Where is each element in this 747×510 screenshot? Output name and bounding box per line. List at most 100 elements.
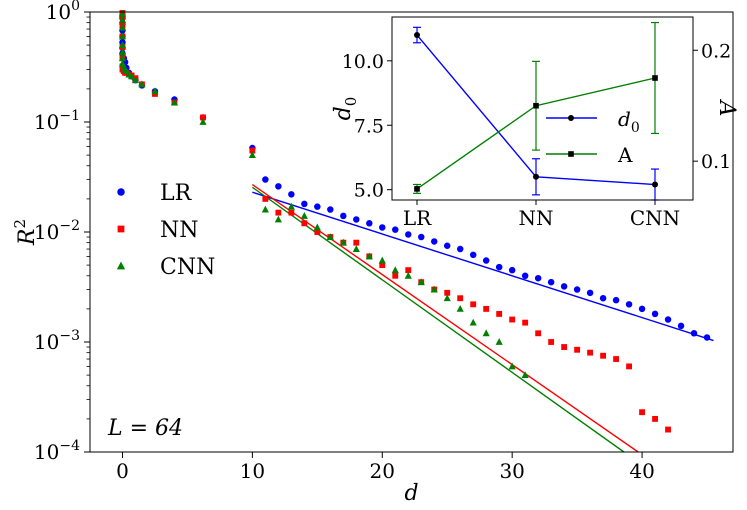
data-point-lr <box>573 286 581 293</box>
y-axis-label: R2 <box>11 219 40 246</box>
data-point-lr <box>482 257 490 264</box>
data-point-cnn <box>274 215 282 223</box>
y-tick-label: 100 <box>46 0 80 24</box>
data-point-nn <box>301 220 308 227</box>
data-point-nn <box>574 346 581 353</box>
data-point-lr <box>547 278 555 286</box>
inset-x-tick-label: LR <box>403 206 432 230</box>
data-point-lr <box>690 330 698 337</box>
data-point-lr <box>508 266 516 274</box>
data-point-nn <box>444 289 451 296</box>
data-point-lr <box>405 231 412 238</box>
data-point-cnn <box>131 76 140 84</box>
inset-y2-tick-label: 0.2 <box>701 40 731 62</box>
inset-y2-axis-label: A <box>714 99 739 117</box>
data-point-nn <box>405 267 412 274</box>
data-point-nn <box>483 305 490 312</box>
data-point-cnn <box>326 233 334 240</box>
data-point-lr <box>651 310 659 318</box>
legend-marker-lr <box>117 188 125 196</box>
data-point-cnn <box>300 212 308 219</box>
data-point-lr <box>703 334 711 341</box>
plot-frame <box>89 11 734 453</box>
data-point-cnn <box>456 304 464 312</box>
x-axis-label: d <box>404 481 418 506</box>
data-point-nn <box>600 352 607 359</box>
data-point-nn <box>392 272 399 279</box>
fit-line-nn <box>251 183 639 452</box>
legend-label-nn: NN <box>160 218 199 243</box>
data-point-lr <box>456 245 464 253</box>
inset-x-tick-label: CNN <box>630 206 680 230</box>
data-point-cnn <box>287 202 295 210</box>
data-point-lr <box>353 216 360 223</box>
data-point-lr <box>625 301 633 308</box>
data-point-cnn <box>339 238 347 246</box>
data-point-nn <box>262 195 269 202</box>
data-point-lr <box>314 203 321 210</box>
data-point-lr <box>417 233 425 241</box>
legend-marker-nn <box>117 225 125 233</box>
legend-label-lr: LR <box>160 181 193 206</box>
inset-plot: LR NN CNN 5.0 7.5 10.0 0.1 0.2 d0 Ad0 A <box>331 16 739 230</box>
data-point-nn <box>561 344 568 350</box>
x-tick-label: 40 <box>629 459 654 483</box>
inset-point-d0 <box>533 173 539 180</box>
data-point-nn <box>249 147 256 154</box>
data-point-cnn <box>151 87 159 95</box>
data-point-lr <box>677 322 685 330</box>
data-point-lr <box>664 316 672 323</box>
inset-legend-label-d0: d0 <box>618 107 640 136</box>
inset-y-axis-label: d0 <box>331 97 360 121</box>
y-tick-label: 10−4 <box>34 438 80 464</box>
data-point-nn <box>613 356 620 362</box>
x-tick-label: 30 <box>499 459 524 483</box>
data-point-cnn <box>469 318 477 326</box>
data-point-lr <box>288 191 295 198</box>
inset-frame <box>391 16 694 201</box>
fit-line-cnn <box>251 186 625 452</box>
data-point-lr <box>560 283 568 290</box>
data-point-cnn <box>118 32 127 40</box>
data-point-cnn <box>521 371 529 379</box>
x-tick-label: 0 <box>116 459 129 483</box>
data-point-lr <box>469 251 477 259</box>
data-point-lr <box>430 238 438 245</box>
data-point-cnn <box>118 54 127 62</box>
data-point-lr <box>534 274 542 282</box>
data-point-cnn <box>118 10 127 17</box>
data-point-nn <box>496 310 503 317</box>
data-point-lr <box>301 200 308 208</box>
data-point-lr <box>443 242 451 249</box>
data-point-cnn <box>482 329 490 337</box>
data-point-cnn <box>118 15 127 23</box>
data-point-cnn <box>417 278 425 286</box>
y-tick-label: 10−2 <box>34 218 80 244</box>
data-point-cnn <box>508 362 516 370</box>
inset-point-a <box>652 75 658 81</box>
inset-background <box>392 17 693 200</box>
y-tick-label: 10−1 <box>34 108 80 134</box>
data-point-lr <box>379 224 386 231</box>
inset-point-d0 <box>652 181 658 188</box>
data-point-lr <box>521 272 529 280</box>
data-point-nn <box>548 339 555 345</box>
x-tick-label: 10 <box>240 459 265 483</box>
data-point-lr <box>612 296 620 304</box>
data-point-lr <box>262 176 269 183</box>
data-point-cnn <box>118 41 127 49</box>
data-point-cnn <box>199 118 207 125</box>
inset-y2-tick-label: 0.1 <box>701 151 731 173</box>
data-point-nn <box>379 262 386 269</box>
data-point-cnn <box>443 294 451 302</box>
fit-line-lr <box>252 191 714 342</box>
data-point-nn <box>509 316 516 323</box>
data-point-nn <box>314 229 321 235</box>
data-point-cnn <box>261 205 269 213</box>
inset-x-tick-label: NN <box>519 206 554 230</box>
data-point-cnn <box>248 151 256 159</box>
inset-legend-marker-d0 <box>568 115 574 121</box>
data-point-lr <box>275 183 282 190</box>
data-point-lr <box>366 220 373 227</box>
